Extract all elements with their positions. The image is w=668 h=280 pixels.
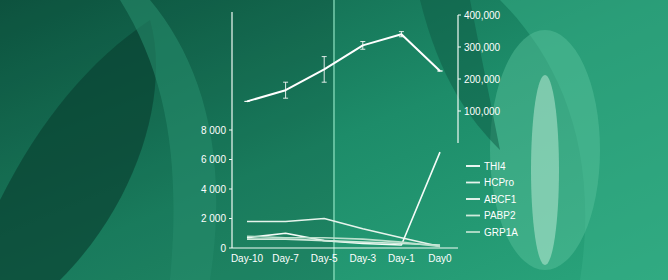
legend-swatch (466, 165, 480, 167)
y-tick-label: 2 000 (201, 213, 226, 224)
legend: THI4 HCPro ABCF1 PABP2 GRP1A (466, 161, 518, 238)
y2-tick (458, 111, 461, 112)
error-bar (322, 57, 327, 83)
series-line (247, 34, 440, 101)
plot-area (245, 32, 443, 247)
y2-tick-label: 100,000 (464, 106, 501, 117)
legend-swatch (466, 215, 480, 217)
y-tick-label: 8 000 (201, 125, 226, 136)
y2-tick (458, 47, 461, 48)
y-tick (229, 218, 232, 219)
legend-label: THI4 (484, 161, 506, 172)
chart: 0 2 000 4 000 6 000 8 000 100,000 200,000 300,0… (0, 0, 668, 280)
y-tick (229, 130, 232, 131)
x-tick-label: Day-10 (231, 253, 264, 264)
y-tick-label: 4 000 (201, 184, 226, 195)
x-tick-label: Day-7 (272, 253, 299, 264)
legend-label: ABCF1 (484, 194, 517, 205)
y2-tick (458, 79, 461, 80)
error-bar (399, 32, 404, 37)
y2-tick-label: 200,000 (464, 74, 501, 85)
x-tick-label: Day-5 (311, 253, 338, 264)
y-tick-label: 0 (220, 243, 226, 254)
y-tick (229, 248, 232, 249)
legend-label: PABP2 (484, 210, 516, 221)
error-bar (360, 42, 365, 50)
error-bar (283, 82, 288, 98)
x-tick-label: Day-3 (349, 253, 376, 264)
y2-tick-label: 400,000 (464, 10, 501, 21)
series-line (247, 152, 440, 245)
legend-swatch (466, 198, 480, 200)
x-axis-line (232, 247, 458, 248)
legend-swatch (466, 182, 480, 184)
error-bar (438, 71, 443, 72)
y2-tick-label: 300,000 (464, 42, 501, 53)
legend-swatch (466, 231, 480, 233)
y-tick (229, 189, 232, 190)
error-bar (245, 101, 250, 102)
y2-tick (458, 15, 461, 16)
y-tick (229, 159, 232, 160)
y-tick-label: 6 000 (201, 154, 226, 165)
legend-label: GRP1A (484, 227, 518, 238)
series-line (247, 239, 440, 245)
x-tick-label: Day0 (428, 253, 452, 264)
axes: 0 2 000 4 000 6 000 8 000 100,000 200,000 300,0… (201, 10, 501, 265)
x-tick-label: Day-1 (388, 253, 415, 264)
background (0, 0, 668, 280)
series-line (247, 236, 440, 246)
legend-label: HCPro (484, 177, 514, 188)
